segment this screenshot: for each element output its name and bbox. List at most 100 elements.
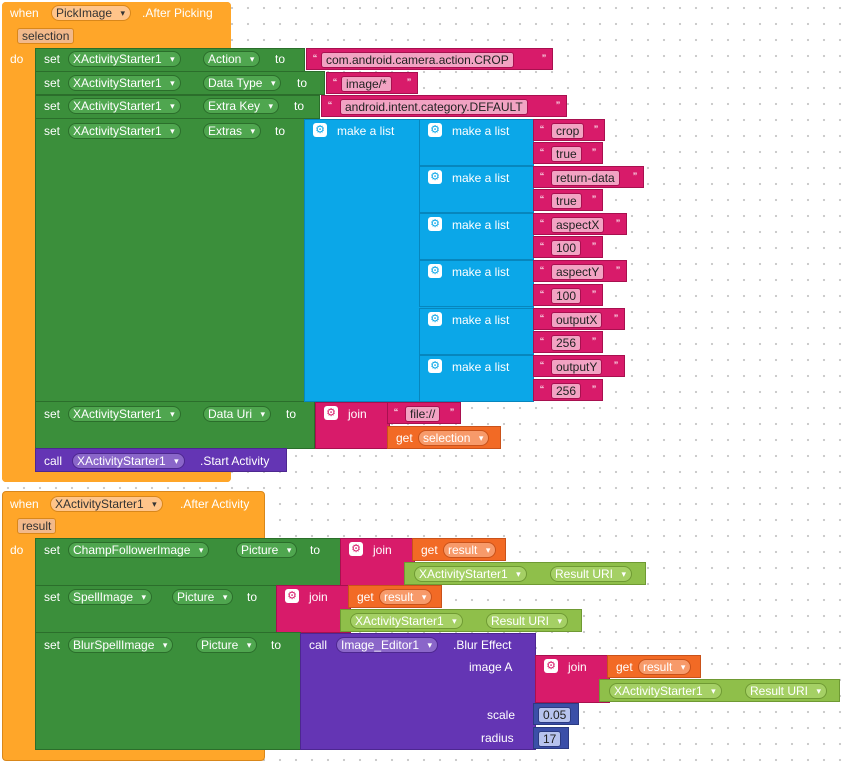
set-extras-block[interactable] [35, 118, 305, 402]
number-value[interactable]: 0.05 [538, 707, 572, 723]
text-block-value[interactable]: “256” [533, 379, 603, 401]
make-a-list-label: make a list [452, 124, 510, 138]
text-value[interactable]: true [551, 193, 582, 209]
gear-icon[interactable]: ⚙ [285, 589, 299, 603]
text-value[interactable]: crop [551, 123, 585, 139]
event-component-dropdown[interactable]: PickImage [51, 5, 132, 21]
text-block-value[interactable]: “true” [533, 189, 603, 211]
gear-icon[interactable]: ⚙ [324, 406, 338, 420]
component-dropdown[interactable]: Image_Editor1 [336, 637, 439, 653]
text-value[interactable]: 256 [551, 383, 582, 399]
join-label: join [348, 407, 367, 421]
text-block-key[interactable]: “aspectX” [533, 213, 627, 235]
text-value[interactable]: file:// [405, 406, 441, 422]
variable-dropdown[interactable]: result [379, 589, 433, 605]
to-keyword: to [275, 52, 286, 66]
component-dropdown[interactable]: XActivityStarter1 [72, 453, 185, 469]
text-value[interactable]: aspectY [551, 264, 605, 280]
gear-icon[interactable]: ⚙ [349, 542, 363, 556]
event-component-dropdown[interactable]: XActivityStarter1 [50, 496, 163, 512]
property-dropdown[interactable]: Result URI [550, 566, 633, 582]
component-dropdown[interactable]: SpellImage [68, 589, 153, 605]
property-dropdown[interactable]: Extras [203, 123, 262, 139]
text-block-key[interactable]: “aspectY” [533, 260, 627, 282]
text-block-value[interactable]: “256” [533, 331, 603, 353]
set-keyword: set [44, 638, 61, 652]
variable-dropdown[interactable]: result [443, 542, 497, 558]
set-keyword: set [44, 590, 61, 604]
text-block-key[interactable]: “outputX” [533, 308, 625, 330]
component-dropdown[interactable]: XActivityStarter1 [350, 613, 463, 629]
gear-icon[interactable]: ⚙ [428, 123, 442, 137]
component-dropdown[interactable]: XActivityStarter1 [68, 406, 181, 422]
set-keyword: set [44, 52, 61, 66]
call-keyword: call [44, 454, 63, 468]
text-block-value[interactable]: “100” [533, 236, 603, 258]
text-value[interactable]: outputY [551, 359, 603, 375]
text-value[interactable]: com.android.camera.action.CROP [321, 52, 514, 68]
component-dropdown[interactable]: BlurSpellImage [68, 637, 174, 653]
make-a-list-label: make a list [452, 360, 510, 374]
event-param-result[interactable]: result [17, 518, 57, 534]
property-dropdown[interactable]: Extra Key [203, 98, 280, 114]
number-block-scale[interactable]: 0.05 [533, 703, 579, 725]
text-value[interactable]: outputX [551, 312, 603, 328]
component-dropdown[interactable]: XActivityStarter1 [414, 566, 527, 582]
make-a-list-label: make a list [452, 265, 510, 279]
text-value[interactable]: true [551, 146, 582, 162]
when-keyword: when [10, 497, 39, 511]
component-dropdown[interactable]: XActivityStarter1 [68, 75, 181, 91]
gear-icon[interactable]: ⚙ [428, 359, 442, 373]
gear-icon[interactable]: ⚙ [428, 312, 442, 326]
property-dropdown[interactable]: Result URI [745, 683, 828, 699]
event-param-selection[interactable]: selection [17, 28, 75, 44]
set-keyword: set [44, 76, 61, 90]
text-block-key[interactable]: “crop” [533, 119, 605, 141]
get-keyword: get [357, 590, 374, 604]
variable-dropdown[interactable]: result [638, 659, 692, 675]
join-label: join [568, 660, 587, 674]
text-block-action[interactable]: “ com.android.camera.action.CROP ” [306, 48, 553, 70]
component-dropdown[interactable]: XActivityStarter1 [68, 98, 181, 114]
param-label-scale: scale [487, 708, 516, 722]
text-value[interactable]: 256 [551, 335, 582, 351]
text-value[interactable]: android.intent.category.DEFAULT [340, 99, 528, 115]
to-keyword: to [286, 407, 297, 421]
component-dropdown[interactable]: ChampFollowerImage [68, 542, 210, 558]
property-dropdown[interactable]: Action [203, 51, 261, 67]
property-dropdown[interactable]: Result URI [486, 613, 569, 629]
text-value[interactable]: return-data [551, 170, 620, 186]
text-block-key[interactable]: “return-data” [533, 166, 644, 188]
number-block-radius[interactable]: 17 [533, 727, 569, 749]
text-block-value[interactable]: “100” [533, 284, 603, 306]
property-dropdown[interactable]: Data Uri [203, 406, 272, 422]
method-name: .Blur Effect [453, 638, 512, 652]
variable-dropdown[interactable]: selection [418, 430, 490, 446]
component-dropdown[interactable]: XActivityStarter1 [68, 123, 181, 139]
text-value[interactable]: 100 [551, 240, 582, 256]
gear-icon[interactable]: ⚙ [544, 659, 558, 673]
gear-icon[interactable]: ⚙ [428, 217, 442, 231]
to-keyword: to [275, 124, 286, 138]
component-dropdown[interactable]: XActivityStarter1 [68, 51, 181, 67]
set-keyword: set [44, 99, 61, 113]
gear-icon[interactable]: ⚙ [428, 264, 442, 278]
component-dropdown[interactable]: XActivityStarter1 [609, 683, 722, 699]
text-block-key[interactable]: “outputY” [533, 355, 625, 377]
text-block-datatype[interactable]: “ image/* ” [326, 72, 418, 94]
text-value[interactable]: image/* [341, 76, 392, 92]
property-dropdown[interactable]: Picture [172, 589, 234, 605]
text-value[interactable]: 100 [551, 288, 582, 304]
gear-icon[interactable]: ⚙ [428, 170, 442, 184]
text-block-extrakey[interactable]: “ android.intent.category.DEFAULT ” [321, 95, 567, 117]
text-block-value[interactable]: “true” [533, 142, 603, 164]
text-value[interactable]: aspectX [551, 217, 605, 233]
property-dropdown[interactable]: Data Type [203, 75, 282, 91]
property-dropdown[interactable]: Picture [236, 542, 298, 558]
text-block-file-prefix[interactable]: “file://” [387, 402, 461, 424]
make-a-list-label: make a list [452, 313, 510, 327]
number-value[interactable]: 17 [538, 731, 562, 747]
method-name: .Start Activity [200, 454, 270, 468]
gear-icon[interactable]: ⚙ [313, 123, 327, 137]
property-dropdown[interactable]: Picture [196, 637, 258, 653]
